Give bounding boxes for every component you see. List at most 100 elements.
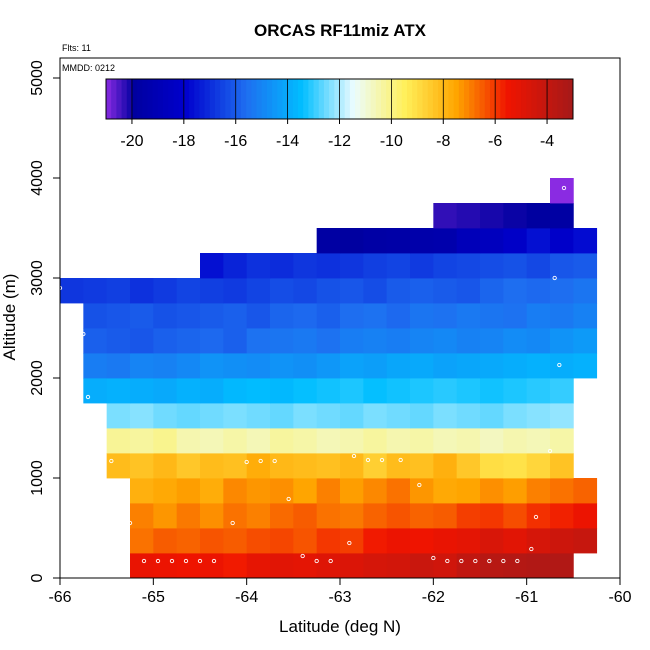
heatmap-cell [340, 378, 364, 404]
heatmap-cell [316, 328, 341, 354]
heatmap-cell [130, 353, 154, 379]
heatmap-cell [433, 453, 458, 479]
colorbar-segment [204, 79, 211, 119]
sample-point [365, 457, 371, 463]
heatmap-cell [386, 403, 411, 429]
heatmap-cell [130, 403, 154, 429]
colorbar-segment [199, 79, 206, 119]
colorbar-segment [448, 79, 455, 119]
heatmap-cell [246, 403, 271, 429]
heatmap-cell [246, 553, 271, 579]
colorbar-segment [334, 79, 340, 119]
colorbar-segment [438, 79, 444, 119]
heatmap-cell [270, 253, 294, 279]
colorbar-segment [251, 79, 257, 119]
sample-point [547, 448, 553, 454]
heatmap-cell [550, 553, 574, 579]
heatmap-cell [293, 353, 318, 379]
heatmap-cell [526, 453, 551, 479]
heatmap-cell [200, 553, 224, 579]
heatmap-cell [503, 228, 528, 254]
heatmap-cell [363, 528, 388, 554]
colorbar-segment [214, 79, 221, 119]
heatmap-cell [340, 303, 364, 329]
chart-title: ORCAS RF11miz ATX [254, 21, 427, 40]
heatmap-cell [550, 428, 574, 454]
date-label: MMDD: 0212 [62, 63, 115, 73]
colorbar-segment [282, 79, 289, 119]
heatmap-cell [503, 353, 528, 379]
flights-count-label: Flts: 11 [62, 43, 91, 53]
heatmap-cell [316, 478, 341, 504]
sample-point [109, 458, 114, 464]
heatmap-cell [526, 403, 551, 429]
heatmap-cell [316, 228, 341, 254]
heatmap-cell [363, 378, 388, 404]
heatmap-cell [223, 453, 248, 479]
heatmap-cell [386, 503, 411, 529]
heatmap-cell [246, 353, 271, 379]
colorbar-segment [443, 79, 449, 119]
heatmap-cell [456, 503, 481, 529]
heatmap-cell [246, 328, 271, 354]
colorbar-segment [183, 79, 190, 119]
colorbar-segment [131, 79, 138, 119]
heatmap-cell [410, 228, 434, 254]
heatmap-cell [293, 428, 318, 454]
colorbar-segment [157, 79, 164, 119]
heatmap-cell [480, 453, 504, 479]
heatmap-cell [410, 553, 434, 579]
heatmap-cell [503, 303, 528, 329]
x-tick-label: -66 [48, 589, 71, 606]
heatmap-cell [223, 553, 248, 579]
heatmap-cell [223, 403, 248, 429]
colorbar-segment [360, 79, 366, 119]
heatmap-cell [526, 303, 551, 329]
colorbar-tick-label: -4 [540, 133, 554, 150]
colorbar-segment [365, 79, 372, 119]
heatmap-cell [83, 378, 108, 404]
heatmap-cell [363, 253, 388, 279]
heatmap-cell [456, 428, 481, 454]
heatmap-cell [480, 228, 504, 254]
heatmap-cell [200, 353, 224, 379]
heatmap-cell [83, 278, 108, 304]
sample-point [71, 360, 77, 366]
sample-point [169, 558, 175, 564]
heatmap-cell [526, 278, 551, 304]
heatmap-cell [153, 328, 178, 354]
heatmap-cell [363, 328, 388, 354]
colorbar-segment [521, 79, 527, 119]
heatmap-cell [480, 428, 504, 454]
heatmap-cell [410, 503, 434, 529]
heatmap-cell [153, 453, 178, 479]
heatmap-cell [363, 478, 388, 504]
colorbar-segment [266, 79, 273, 119]
heatmap-cell [386, 453, 411, 479]
heatmap-cell [456, 378, 481, 404]
heatmap-cell [200, 503, 224, 529]
heatmap-cell [573, 303, 598, 329]
heatmap-cell [410, 403, 434, 429]
colorbar-segment [246, 79, 252, 119]
sample-point [258, 458, 263, 464]
heatmap-cell [130, 478, 154, 504]
heatmap-cell [293, 453, 318, 479]
heatmap-cell [550, 303, 574, 329]
sample-point [431, 555, 436, 561]
colorbar-segment [386, 79, 392, 119]
colorbar-tick-label: -14 [276, 133, 299, 150]
heatmap-cell [480, 478, 504, 504]
heatmap-cell [270, 303, 294, 329]
heatmap-cell [456, 328, 481, 354]
colorbar-segment [495, 79, 501, 119]
colorbar-segment [500, 79, 507, 119]
sample-point [379, 457, 385, 463]
heatmap-cell [456, 453, 481, 479]
heatmap-cell [410, 353, 434, 379]
heatmap-cell [293, 253, 318, 279]
heatmap-cell [480, 353, 504, 379]
heatmap-cell [340, 403, 364, 429]
heatmap-cell [363, 303, 388, 329]
x-tick-label: -61 [515, 589, 538, 606]
